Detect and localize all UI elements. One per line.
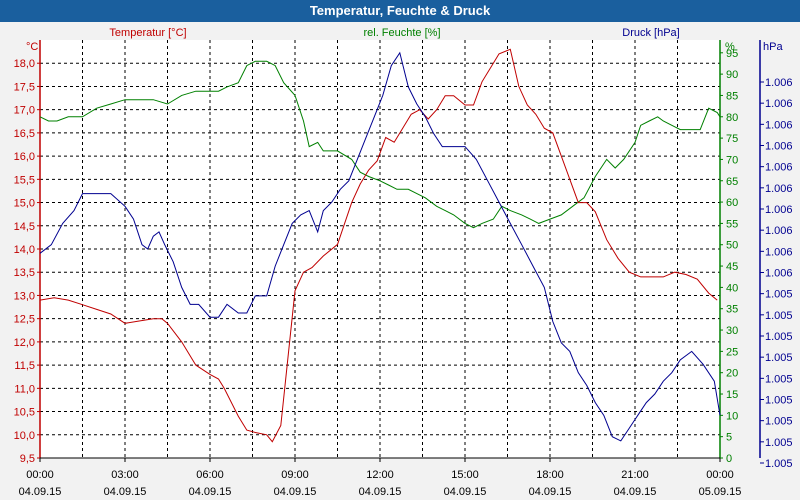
pressure-series-label: Druck [hPa] bbox=[622, 27, 679, 39]
temperature-tick-label: 10,5 bbox=[14, 407, 35, 419]
humidity-tick-label: 70 bbox=[726, 154, 738, 166]
x-tick-time-label: 12:00 bbox=[366, 469, 394, 481]
pressure-tick-label: 1.006 bbox=[765, 183, 793, 195]
pressure-tick-label: 1.005 bbox=[765, 395, 793, 407]
pressure-tick-label: 1.006 bbox=[765, 246, 793, 258]
temperature-tick-label: 12,5 bbox=[14, 314, 35, 326]
pressure-tick-label: 1.006 bbox=[765, 77, 793, 89]
pressure-unit-label: hPa bbox=[763, 41, 783, 53]
x-tick-date-label: 04.09.15 bbox=[529, 486, 572, 498]
humidity-tick-label: 90 bbox=[726, 69, 738, 81]
pressure-tick-label: 1.005 bbox=[765, 310, 793, 322]
temperature-tick-label: 11,5 bbox=[14, 360, 35, 372]
humidity-tick-label: 35 bbox=[726, 304, 738, 316]
grid bbox=[40, 40, 720, 459]
temperature-tick-label: 16,5 bbox=[14, 128, 35, 140]
humidity-series-label: rel. Feuchte [%] bbox=[363, 27, 440, 39]
temperature-tick-label: 18,0 bbox=[14, 58, 35, 70]
line-chart: 9,5 10,0 10,5 11,0 11,5 12,0 12,5 13,0 13,5 14,0 1… bbox=[14, 27, 793, 498]
pressure-tick-label: 1.005 bbox=[765, 416, 793, 428]
x-tick-time-label: 06:00 bbox=[196, 469, 224, 481]
pressure-tick-label: 1.006 bbox=[765, 119, 793, 131]
x-tick-date-label: 04.09.15 bbox=[189, 486, 232, 498]
temperature-tick-label: 14,0 bbox=[14, 244, 35, 256]
humidity-tick-label: 45 bbox=[726, 261, 738, 273]
temperature-tick-label: 16,0 bbox=[14, 151, 35, 163]
temperature-series-label: Temperatur [°C] bbox=[109, 27, 186, 39]
humidity-tick-label: 75 bbox=[726, 133, 738, 145]
x-tick-time-label: 00:00 bbox=[706, 469, 734, 481]
pressure-tick-label: 1.006 bbox=[765, 225, 793, 237]
pressure-tick-label: 1.006 bbox=[765, 268, 793, 280]
humidity-tick-label: 85 bbox=[726, 90, 738, 102]
humidity-tick-label: 55 bbox=[726, 218, 738, 230]
temperature-tick-label: 15,5 bbox=[14, 174, 35, 186]
chart-title: Temperatur, Feuchte & Druck bbox=[0, 0, 800, 22]
humidity-tick-label: 15 bbox=[726, 389, 738, 401]
temperature-tick-label: 12,0 bbox=[14, 337, 35, 349]
axes bbox=[37, 40, 764, 464]
humidity-tick-label: 20 bbox=[726, 368, 738, 380]
x-tick-date-label: 04.09.15 bbox=[19, 486, 62, 498]
humidity-line bbox=[39, 60, 721, 229]
temperature-tick-label: 9,5 bbox=[20, 453, 35, 465]
humidity-tick-label: 80 bbox=[726, 112, 738, 124]
pressure-tick-label: 1.005 bbox=[765, 437, 793, 449]
humidity-tick-label: 95 bbox=[726, 48, 738, 60]
x-tick-date-label: 04.09.15 bbox=[359, 486, 402, 498]
temperature-tick-label: 13,0 bbox=[14, 290, 35, 302]
x-tick-time-label: 03:00 bbox=[111, 469, 139, 481]
temperature-tick-label: 11,0 bbox=[14, 383, 35, 395]
series bbox=[39, 48, 721, 443]
temperature-tick-label: 13,5 bbox=[14, 267, 35, 279]
x-tick-date-label: 04.09.15 bbox=[444, 486, 487, 498]
pressure-tick-label: 1.006 bbox=[765, 162, 793, 174]
x-tick-time-label: 09:00 bbox=[281, 469, 309, 481]
pressure-tick-label: 1.006 bbox=[765, 204, 793, 216]
pressure-tick-label: 1.005 bbox=[765, 289, 793, 301]
humidity-tick-label: 25 bbox=[726, 346, 738, 358]
temperature-tick-label: 15,0 bbox=[14, 198, 35, 210]
x-tick-time-label: 15:00 bbox=[451, 469, 479, 481]
temperature-tick-label: 10,0 bbox=[14, 430, 35, 442]
humidity-tick-label: 65 bbox=[726, 176, 738, 188]
temperature-tick-label: 14,5 bbox=[14, 221, 35, 233]
pressure-tick-label: 1.005 bbox=[765, 331, 793, 343]
x-tick-date-label: 04.09.15 bbox=[274, 486, 317, 498]
humidity-tick-label: 40 bbox=[726, 282, 738, 294]
pressure-tick-label: 1.005 bbox=[765, 352, 793, 364]
pressure-tick-label: 1.006 bbox=[765, 98, 793, 110]
x-tick-time-label: 18:00 bbox=[536, 469, 564, 481]
humidity-tick-label: 30 bbox=[726, 325, 738, 337]
temperature-unit-label: °C bbox=[26, 41, 38, 53]
pressure-tick-label: 1.006 bbox=[765, 141, 793, 153]
pressure-tick-label: 1.005 bbox=[765, 373, 793, 385]
humidity-tick-label: 10 bbox=[726, 410, 738, 422]
pressure-tick-label: 1.005 bbox=[765, 458, 793, 470]
temperature-tick-label: 17,0 bbox=[14, 105, 35, 117]
labels: 9,5 10,0 10,5 11,0 11,5 12,0 12,5 13,0 13,5 14,0 1… bbox=[14, 27, 793, 498]
humidity-tick-label: 5 bbox=[726, 432, 732, 444]
temperature-line bbox=[39, 48, 718, 443]
humidity-tick-label: 50 bbox=[726, 240, 738, 252]
x-tick-time-label: 21:00 bbox=[621, 469, 649, 481]
x-tick-date-label: 04.09.15 bbox=[104, 486, 147, 498]
humidity-tick-label: 0 bbox=[726, 453, 732, 465]
temperature-tick-label: 17,5 bbox=[14, 81, 35, 93]
humidity-tick-label: 60 bbox=[726, 197, 738, 209]
x-tick-time-label: 00:00 bbox=[26, 469, 54, 481]
x-tick-date-label: 05.09.15 bbox=[699, 486, 742, 498]
x-tick-date-label: 04.09.15 bbox=[614, 486, 657, 498]
pressure-line bbox=[39, 51, 721, 442]
humidity-unit-label: % bbox=[725, 41, 735, 53]
